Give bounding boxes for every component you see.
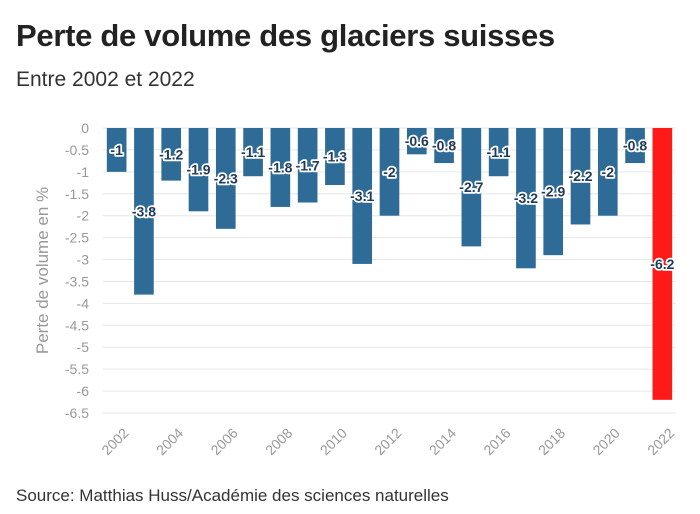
y-tick-label: -2	[77, 208, 90, 224]
data-label: -3.1	[350, 188, 374, 204]
data-label: -2.9	[541, 184, 565, 200]
chart-subtitle: Entre 2002 et 2022	[16, 68, 195, 91]
data-label: -0.8	[432, 138, 456, 154]
bar-2002	[106, 128, 127, 172]
data-label: -1.7	[296, 157, 320, 173]
y-tick-label: -1.5	[65, 186, 89, 202]
y-tick-label: -0.5	[65, 142, 89, 158]
x-tick-label: 2002	[98, 425, 131, 458]
y-axis-title: Perte de volume en %	[33, 187, 52, 354]
bar-2016	[488, 128, 509, 177]
data-label: -0.8	[623, 138, 647, 154]
data-label: -1.9	[186, 162, 210, 178]
y-tick-label: -4	[77, 295, 90, 311]
bar-2022	[652, 128, 673, 400]
x-tick-label: 2022	[644, 425, 677, 458]
data-label: -2.7	[459, 179, 483, 195]
data-label: -1.3	[323, 149, 347, 165]
bar-2003	[134, 128, 154, 295]
bar-2020	[597, 128, 618, 216]
bar-2017	[516, 128, 536, 269]
data-label: -1.2	[159, 146, 183, 162]
bar-2006	[215, 128, 236, 229]
chart-title: Perte de volume des glaciers suisses	[16, 18, 555, 53]
x-tick-label: 2004	[153, 425, 186, 458]
bar-2014	[434, 128, 454, 164]
data-label: -3.2	[514, 190, 538, 206]
data-label: -2	[602, 164, 615, 180]
x-tick-label: 2012	[371, 425, 404, 458]
y-tick-label: -1	[77, 164, 90, 180]
x-tick-label: 2016	[480, 425, 513, 458]
data-label: -6.2	[650, 256, 674, 272]
bar-2007	[243, 128, 263, 177]
bar-2013	[406, 128, 427, 155]
data-label: -3.8	[132, 203, 156, 219]
y-tick-label: -2.5	[65, 230, 89, 246]
bar-2005	[188, 128, 209, 212]
x-tick-label: 2014	[426, 425, 459, 458]
data-label: -2.2	[568, 168, 592, 184]
x-tick-label: 2020	[589, 425, 622, 458]
source-note: Source: Matthias Huss/Académie des scien…	[16, 486, 449, 505]
data-label: -2	[383, 164, 396, 180]
y-tick-label: -6	[77, 383, 90, 399]
bar-2010	[325, 128, 345, 185]
data-label: -1.1	[241, 144, 265, 160]
data-label: -1.1	[487, 144, 511, 160]
x-tick-label: 2008	[262, 425, 295, 458]
y-tick-label: 0	[81, 120, 89, 136]
x-tick-label: 2018	[535, 425, 568, 458]
bar-2021	[625, 128, 645, 164]
bar-2008	[270, 128, 291, 207]
bar-2011	[352, 128, 373, 264]
x-tick-label: 2006	[207, 425, 240, 458]
x-tick-label: 2010	[317, 425, 350, 458]
data-label: -2.3	[214, 170, 238, 186]
bar-2019	[570, 128, 591, 225]
y-tick-label: -5.5	[65, 361, 89, 377]
bar-2015	[461, 128, 482, 247]
bar-2012	[379, 128, 400, 216]
data-label: -1.8	[268, 159, 292, 175]
data-label: -1	[110, 142, 123, 158]
data-label: -0.6	[405, 133, 429, 149]
y-tick-label: -6.5	[65, 405, 89, 421]
bar-2004	[161, 128, 182, 181]
y-tick-label: -4.5	[65, 317, 89, 333]
bar-2009	[297, 128, 318, 203]
y-tick-label: -3	[77, 252, 90, 268]
y-tick-label: -3.5	[65, 273, 89, 289]
y-tick-label: -5	[77, 339, 90, 355]
bar-2018	[543, 128, 564, 256]
